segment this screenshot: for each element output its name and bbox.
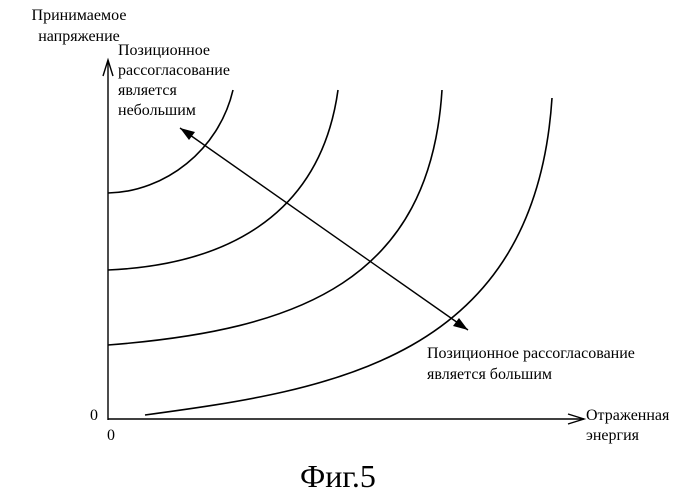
origin-x-label: 0	[107, 426, 115, 445]
x-axis-label: Отраженная энергия	[586, 406, 669, 446]
origin-y-label: 0	[90, 406, 98, 425]
small-offset-label: Позиционное рассогласование является неб…	[118, 41, 230, 121]
offset-arrow-head-small	[180, 128, 195, 140]
figure-caption: Фиг.5	[300, 458, 450, 494]
offset-direction-arrow	[180, 128, 468, 330]
large-offset-label: Позиционное рассогласование является бол…	[427, 343, 635, 385]
curve-3	[108, 90, 442, 345]
offset-arrow-head-large	[453, 318, 468, 330]
